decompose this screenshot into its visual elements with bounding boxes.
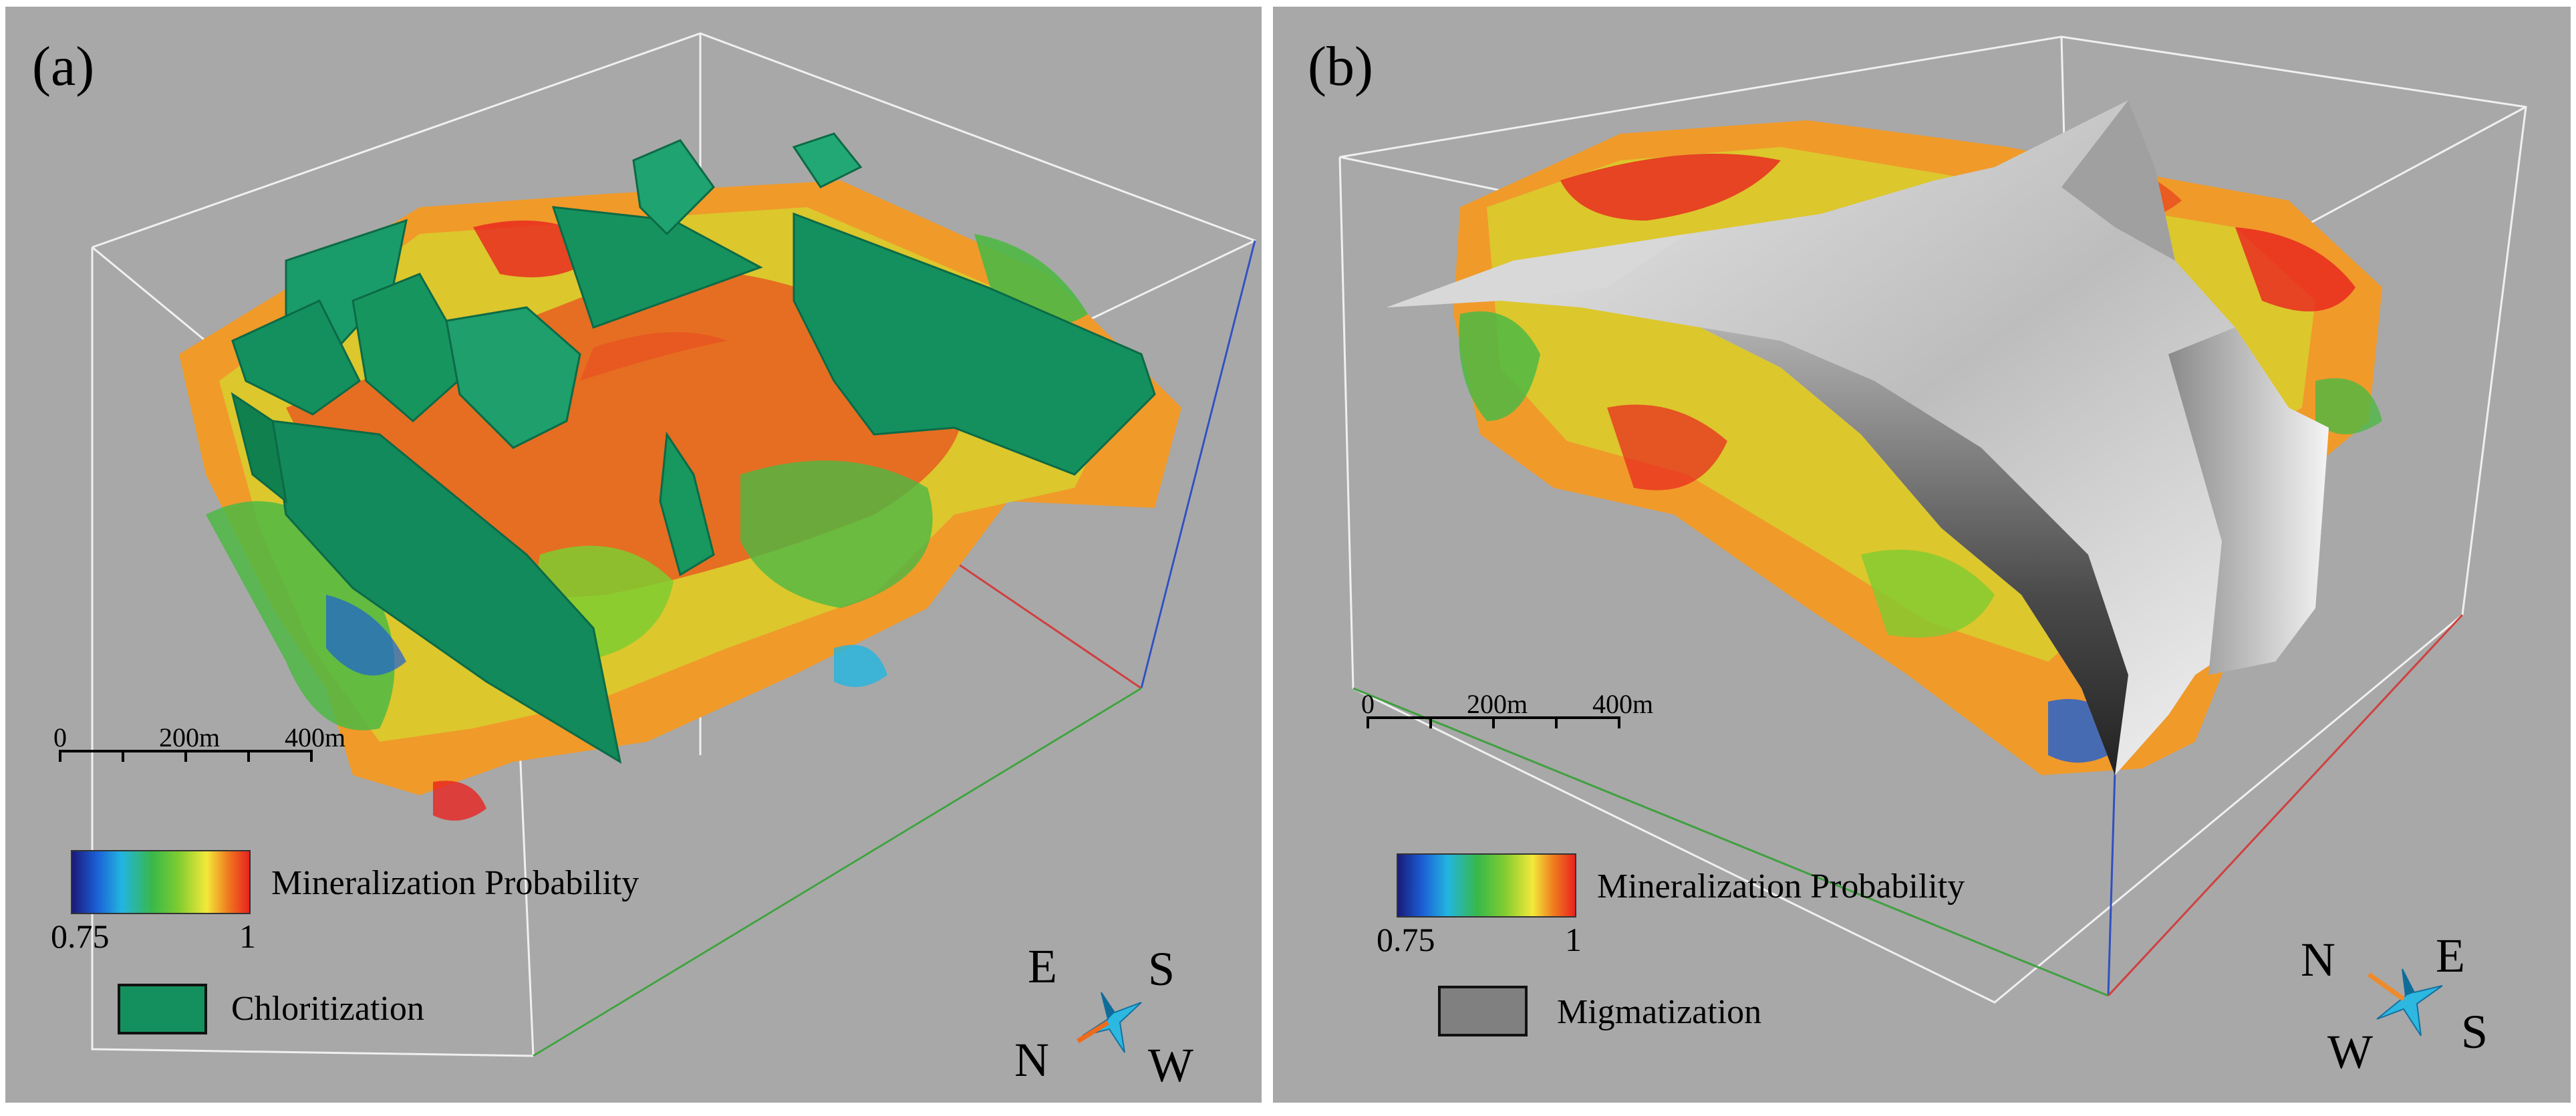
panel-b-3d-scene (1338, 35, 2527, 1004)
compass-label: S (1148, 942, 1175, 996)
scale-label-0: 0 (53, 722, 67, 752)
colorbar-title: Mineralization Probability (1597, 867, 1965, 905)
colorbar (71, 850, 251, 914)
scale-tick (1555, 716, 1558, 728)
scale-tick (1429, 716, 1432, 728)
scale-label-200m: 200m (1467, 689, 1528, 719)
scale-tick (247, 750, 250, 762)
legend: Mineralization Probability 0.75 1 Migmat… (1377, 853, 1998, 1054)
migmatization-swatch (1438, 986, 1528, 1036)
scale-tick (184, 750, 187, 762)
colorbar-min-label: 0.75 (1377, 921, 1435, 958)
panel-a-3d-scene (91, 32, 1256, 1057)
compass-label: N (2301, 933, 2335, 986)
axis-x-line (954, 560, 1142, 690)
axis-y-line (1352, 687, 2109, 997)
chloritization-swatch (118, 984, 207, 1034)
axis-x-line (2107, 613, 2464, 997)
red-zone-overlay (580, 332, 727, 381)
colorbar-title: Mineralization Probability (271, 864, 639, 902)
compass-label: W (2327, 1025, 2373, 1079)
scale-tick (122, 750, 124, 762)
panel-a: (a) 0 200m 400m Mineralization Probabili… (5, 7, 1262, 1103)
compass: N E W S (2301, 922, 2502, 1083)
compass-rose-icon (2367, 968, 2443, 1036)
colorbar (1397, 853, 1576, 918)
scale-label-0: 0 (1361, 689, 1375, 719)
legend: Mineralization Probability 0.75 1 Chlori… (51, 850, 672, 1051)
axis-y-line (533, 687, 1142, 1057)
axis-z-line (1140, 240, 1256, 689)
scale-tick (1492, 716, 1495, 728)
colorbar-max-label: 1 (1565, 921, 1582, 958)
scale-label-200m: 200m (159, 722, 221, 752)
panel-label: (b) (1308, 35, 1373, 98)
compass-label: E (1028, 940, 1057, 993)
scale-tick (1367, 716, 1369, 728)
migmatization-label: Migmatization (1557, 993, 1762, 1031)
compass: E S N W (1008, 929, 1208, 1089)
scale-tick (1618, 716, 1620, 728)
scale-label-400m: 400m (285, 722, 346, 752)
panel-b: (b) 0 200m 400m Mineralization Probabili… (1273, 7, 2571, 1103)
compass-label: W (1148, 1038, 1193, 1092)
scale-bar: 0 200m 400m (1361, 688, 1653, 755)
scale-tick (310, 750, 313, 762)
scale-label-400m: 400m (1592, 689, 1654, 719)
colorbar-max-label: 1 (239, 918, 256, 955)
chloritization-label: Chloritization (231, 990, 424, 1028)
panel-label: (a) (32, 35, 95, 98)
compass-label: S (2461, 1005, 2488, 1059)
compass-rose-icon (1077, 992, 1142, 1053)
migmatization-body (1387, 100, 2329, 775)
compass-label: N (1014, 1033, 1049, 1087)
chloritization-bodies (231, 132, 1156, 764)
scale-bar: 0 200m 400m (53, 722, 345, 789)
compass-label: E (2436, 929, 2465, 982)
colorbar-min-label: 0.75 (51, 918, 110, 955)
scale-tick (59, 750, 61, 762)
